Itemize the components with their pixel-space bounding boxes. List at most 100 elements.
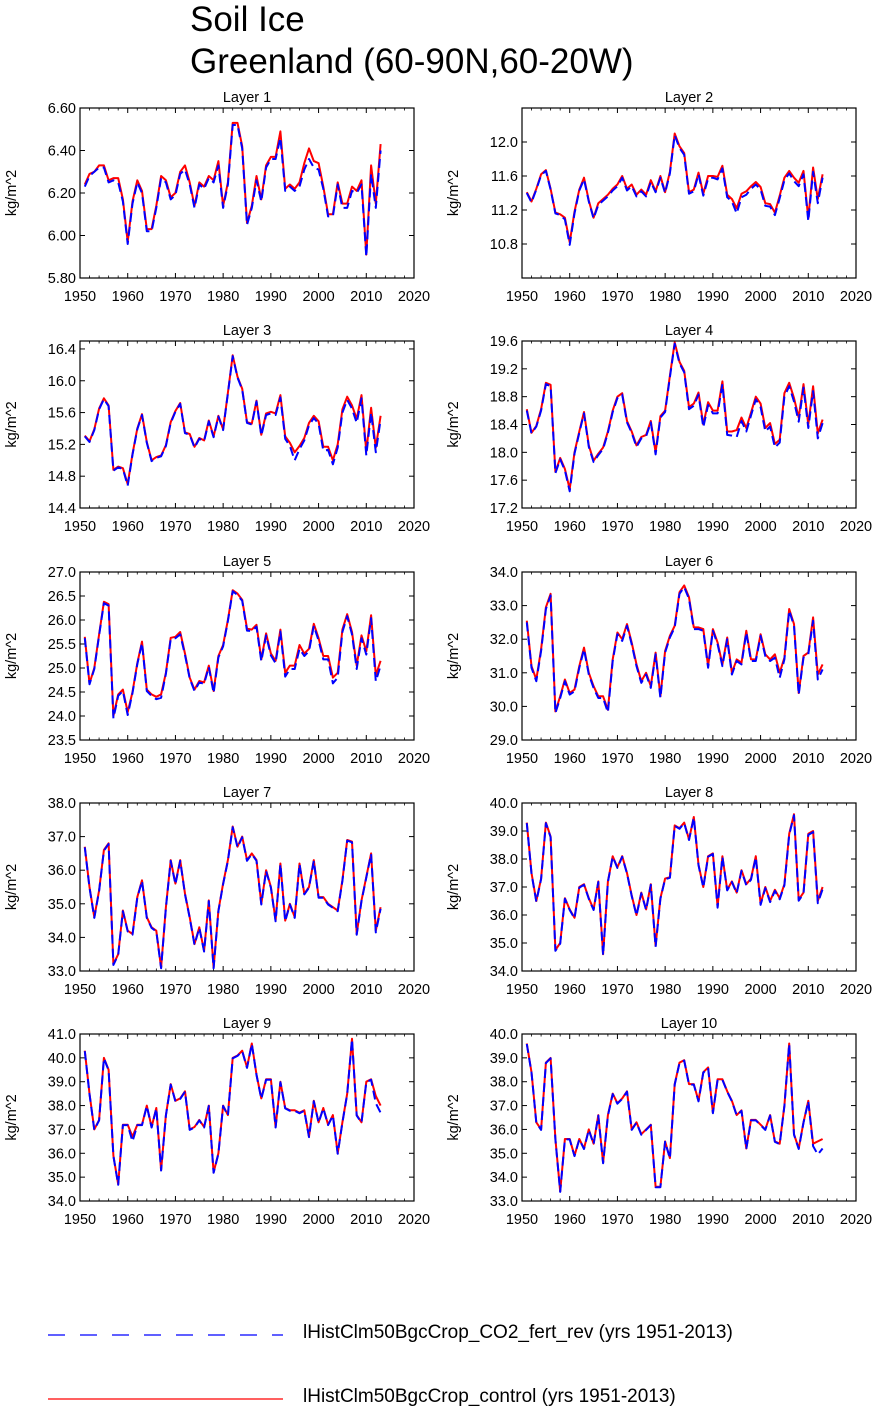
panel-1-series-co2-fert-rev bbox=[83, 124, 382, 258]
panel-8-xtick-label: 2000 bbox=[744, 982, 776, 998]
panel-1-xtick-label: 2000 bbox=[302, 289, 334, 305]
panel-7-title: Layer 7 bbox=[223, 785, 271, 801]
panel-8-xtick-label: 2020 bbox=[840, 982, 872, 998]
panel-3-series-co2-fert-rev bbox=[84, 355, 382, 487]
panel-9-series-co2-fert-rev bbox=[83, 1038, 382, 1186]
panel-10-ytick-label: 33.0 bbox=[490, 1194, 518, 1210]
panel-8-xtick-label: 2010 bbox=[792, 982, 824, 998]
panel-6-ytick-label: 33.0 bbox=[490, 599, 518, 615]
panel-10-series-control bbox=[525, 1042, 824, 1193]
panel-8-ylabel: kg/m^2 bbox=[446, 864, 462, 910]
panel-2-ytick-label: 10.8 bbox=[490, 237, 518, 253]
panel-5-xtick-label: 2010 bbox=[350, 751, 382, 767]
panel-2-title: Layer 2 bbox=[665, 90, 713, 106]
panel-9-xtick-label: 1970 bbox=[159, 1212, 191, 1228]
panel-9-ytick-label: 35.0 bbox=[48, 1170, 76, 1186]
panel-4-ytick-label: 19.6 bbox=[490, 334, 518, 350]
panel-9-ytick-label: 37.0 bbox=[48, 1122, 76, 1138]
panel-5-xtick-label: 2000 bbox=[302, 751, 334, 767]
panel-6-xtick-label: 2020 bbox=[840, 751, 872, 767]
panel-4-xtick-label: 2000 bbox=[744, 519, 776, 535]
panel-5-series-co2-fert-rev bbox=[83, 590, 382, 720]
panel-5-xtick-label: 2020 bbox=[398, 751, 430, 767]
panel-3-ytick-label: 14.8 bbox=[48, 469, 76, 485]
panel-9-xtick-label: 1980 bbox=[207, 1212, 239, 1228]
panel-7-xtick-label: 2020 bbox=[398, 982, 430, 998]
panel-3-ytick-label: 16.4 bbox=[48, 342, 76, 358]
panel-7-xtick-label: 1950 bbox=[64, 982, 96, 998]
panel-3-ytick-label: 14.4 bbox=[48, 501, 76, 517]
panel-1-xtick-label: 1960 bbox=[112, 289, 144, 305]
panel-4-xtick-label: 1950 bbox=[506, 519, 538, 535]
panel-2-xtick-label: 2020 bbox=[840, 289, 872, 305]
panel-2-xtick-label: 1980 bbox=[649, 289, 681, 305]
panel-1-xtick-label: 1950 bbox=[64, 289, 96, 305]
panel-6-xtick-label: 1980 bbox=[649, 751, 681, 767]
legend-entry-co2-fert-rev: lHistClm50BgcCrop_CO2_fert_rev (yrs 1951… bbox=[303, 1323, 733, 1342]
panel-4-xtick-label: 1970 bbox=[601, 519, 633, 535]
panel-1-xtick-label: 2020 bbox=[398, 289, 430, 305]
panel-3-ylabel: kg/m^2 bbox=[4, 401, 20, 447]
panel-5-title: Layer 5 bbox=[223, 554, 271, 570]
panel-7-ytick-label: 38.0 bbox=[48, 796, 76, 812]
panel-4-ytick-label: 17.6 bbox=[490, 473, 518, 489]
panel-4-ytick-label: 18.8 bbox=[490, 390, 518, 406]
panel-4-ytick-label: 17.2 bbox=[490, 501, 518, 517]
panel-6-frame bbox=[521, 571, 857, 741]
panel-6-ytick-label: 31.0 bbox=[490, 666, 518, 682]
panel-6-ytick-label: 30.0 bbox=[490, 699, 518, 715]
panel-9-ytick-label: 41.0 bbox=[48, 1027, 76, 1043]
panel-8-xtick-label: 1950 bbox=[506, 982, 538, 998]
panel-8-ytick-label: 38.0 bbox=[490, 852, 518, 868]
panel-6-ytick-label: 32.0 bbox=[490, 632, 518, 648]
panel-3-xtick-label: 2020 bbox=[398, 519, 430, 535]
panel-5-ytick-label: 24.0 bbox=[48, 709, 76, 725]
panel-8-ytick-label: 40.0 bbox=[490, 796, 518, 812]
panel-4-xtick-label: 1980 bbox=[649, 519, 681, 535]
panel-2-xtick-label: 1950 bbox=[506, 289, 538, 305]
panel-2-series-control bbox=[525, 132, 824, 244]
panel-6-series-co2-fert-rev bbox=[525, 586, 824, 715]
panel-10-xtick-label: 1950 bbox=[506, 1212, 538, 1228]
panel-2-xtick-label: 1960 bbox=[554, 289, 586, 305]
figure-title-line1: Soil Ice bbox=[190, 0, 305, 39]
panel-1-xtick-label: 1970 bbox=[159, 289, 191, 305]
panel-5-xtick-label: 1970 bbox=[159, 751, 191, 767]
panel-3-ytick-label: 16.0 bbox=[48, 374, 76, 390]
panel-2-ytick-label: 11.2 bbox=[491, 203, 518, 219]
panel-2-frame bbox=[521, 107, 857, 279]
panel-1-ytick-label: 6.00 bbox=[48, 229, 76, 245]
panel-8-title: Layer 8 bbox=[665, 785, 713, 801]
panel-9-ytick-label: 38.0 bbox=[48, 1099, 76, 1115]
panel-9-xtick-label: 1960 bbox=[112, 1212, 144, 1228]
chart-panels: 1950 1960 1970 1980 1990 2000 2010 2020 5.80 6.00… bbox=[4, 90, 872, 1228]
panel-10-ytick-label: 39.0 bbox=[490, 1051, 518, 1067]
panel-10-ytick-label: 34.0 bbox=[490, 1170, 518, 1186]
panel-8-ytick-label: 39.0 bbox=[490, 824, 518, 840]
panel-4-series-co2-fert-rev bbox=[525, 342, 824, 493]
panel-2-xtick-label: 2010 bbox=[792, 289, 824, 305]
panel-7-frame bbox=[79, 802, 415, 972]
panel-5-series-control bbox=[83, 589, 382, 717]
panel-6-xtick-label: 1990 bbox=[697, 751, 729, 767]
panel-5-frame bbox=[79, 571, 415, 741]
panel-5-ytick-label: 27.0 bbox=[48, 565, 76, 581]
panel-5-ytick-label: 24.5 bbox=[48, 685, 76, 701]
panel-8-ytick-label: 35.0 bbox=[490, 936, 518, 952]
panel-9-xtick-label: 1950 bbox=[64, 1212, 96, 1228]
panel-7-ytick-label: 34.0 bbox=[48, 930, 76, 946]
figure-title-line2: Greenland (60-90N,60-20W) bbox=[190, 42, 634, 81]
panel-4-ytick-label: 18.0 bbox=[490, 445, 518, 461]
panel-1-frame bbox=[79, 107, 415, 279]
panel-1-ytick-label: 6.20 bbox=[48, 186, 76, 202]
panel-4-xtick-label: 1960 bbox=[554, 519, 586, 535]
panel-10-xtick-label: 2000 bbox=[744, 1212, 776, 1228]
panel-6-xtick-label: 1960 bbox=[554, 751, 586, 767]
panel-3-title: Layer 3 bbox=[223, 323, 271, 339]
panel-7-xtick-label: 1980 bbox=[207, 982, 239, 998]
panel-6-title: Layer 6 bbox=[665, 554, 713, 570]
panel-5-ytick-label: 26.5 bbox=[48, 589, 76, 605]
panel-2-ytick-label: 12.0 bbox=[490, 135, 518, 151]
panel-7-ytick-label: 37.0 bbox=[48, 830, 76, 846]
panel-10-ytick-label: 38.0 bbox=[490, 1075, 518, 1091]
